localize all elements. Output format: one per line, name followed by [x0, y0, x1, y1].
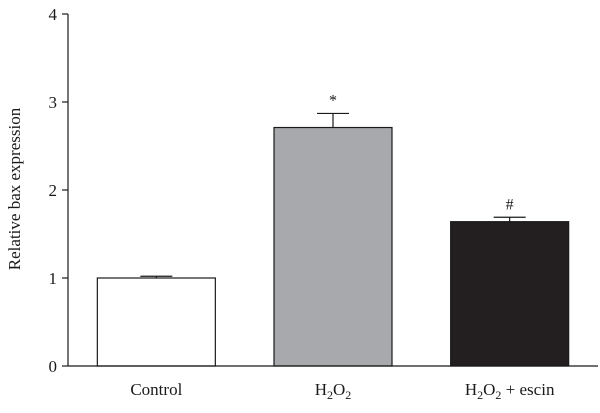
error-bars	[140, 112, 526, 278]
bar-1	[96, 277, 216, 367]
y-tick-label: 4	[49, 5, 58, 24]
y-tick-label: 0	[49, 357, 58, 376]
y-axis-ticks: 0 1 2 3 4	[49, 5, 68, 376]
bars	[96, 126, 570, 367]
y-tick-label: 3	[49, 93, 58, 112]
x-category-label: H2O2 + escin	[465, 380, 555, 402]
x-category-label: Control	[130, 380, 182, 399]
significance-mark: #	[506, 196, 514, 213]
y-tick-label: 1	[49, 269, 58, 288]
significance-marks: *#	[329, 92, 514, 213]
y-axis-title: Relative bax expression	[5, 107, 24, 270]
significance-mark: *	[329, 92, 337, 109]
bar-3	[450, 221, 570, 367]
x-axis-categories: Control H2O2 H2O2 + escin	[130, 380, 555, 402]
y-tick-label: 2	[49, 181, 58, 200]
bar-2	[273, 126, 393, 367]
x-category-label: H2O2	[315, 380, 352, 402]
